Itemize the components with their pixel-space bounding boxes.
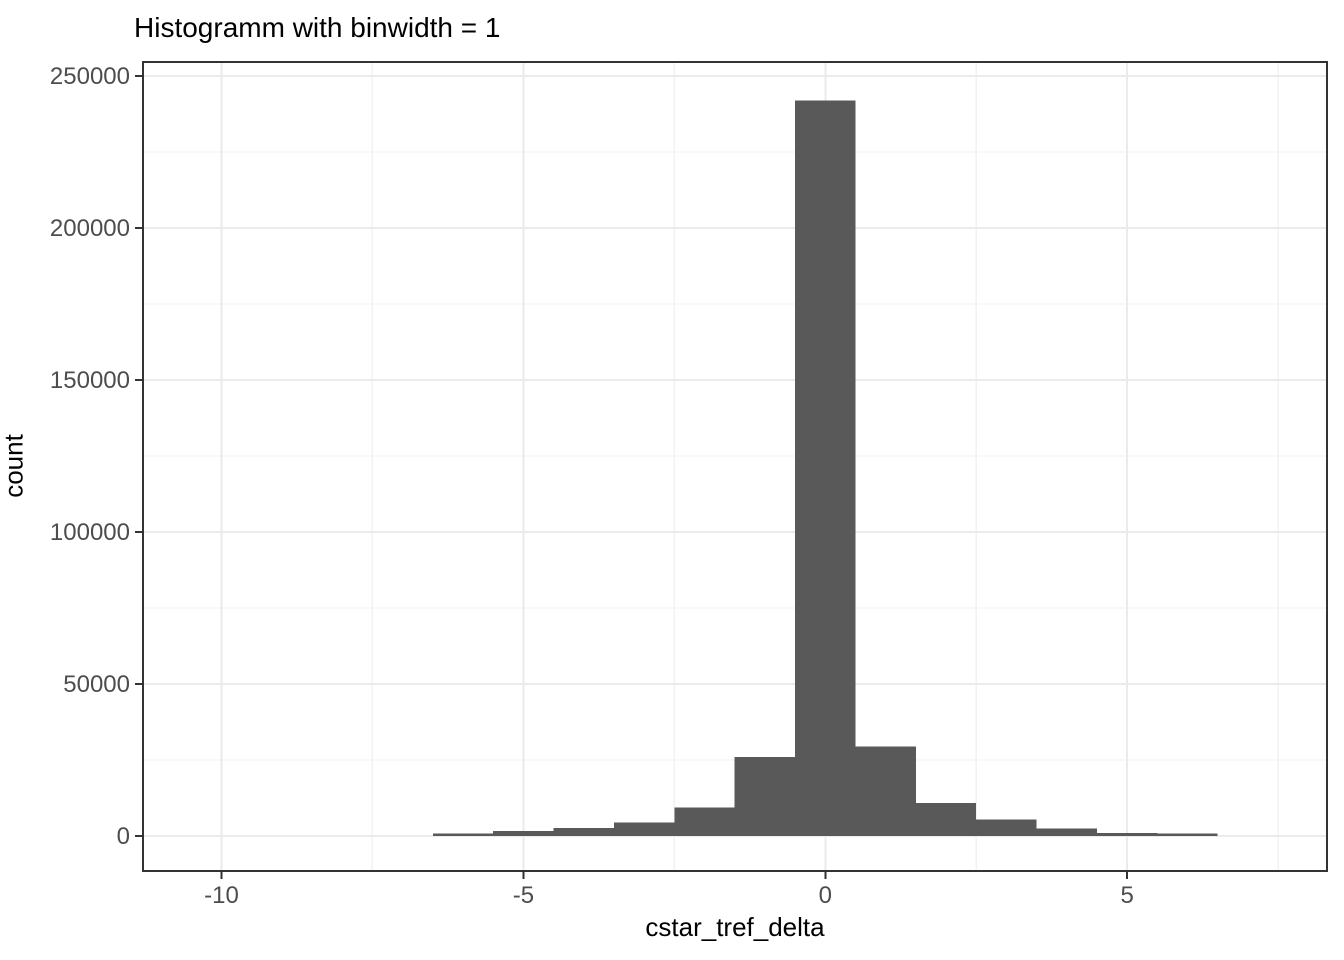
histogram-bar [734,756,796,837]
histogram-bar [855,746,916,837]
y-tick-label: 250000 [50,63,130,90]
histogram-bar [915,802,977,837]
histogram-bar [1036,828,1097,837]
panel-border [142,61,1328,872]
y-tick-label: 150000 [50,367,130,394]
x-axis-title: cstar_tref_delta [645,912,825,942]
x-tick-label: -5 [513,882,534,909]
histogram-bar [553,828,614,837]
chart-title: Histogramm with binwidth = 1 [134,12,501,43]
histogram-bar [432,833,494,837]
histogram-bar [674,807,735,837]
x-tick-label: 5 [1120,882,1133,909]
histogram-bar [493,831,554,837]
y-tick-label: 50000 [63,671,130,698]
y-tick-label: 100000 [50,519,130,546]
y-tick-label: 0 [117,823,130,850]
y-tick-label: 200000 [50,215,130,242]
x-tick-label: -10 [204,882,239,909]
histogram-bar [795,100,856,837]
plot-panel-background [143,62,1327,871]
y-axis-title: count [0,434,29,498]
histogram-bar [976,819,1037,837]
x-tick-label: 0 [819,882,832,909]
histogram-bar [1157,833,1218,837]
x-axis-title-row: cstar_tref_delta [0,912,1344,943]
histogram-bar [1096,832,1158,837]
histogram-bar [613,822,675,837]
